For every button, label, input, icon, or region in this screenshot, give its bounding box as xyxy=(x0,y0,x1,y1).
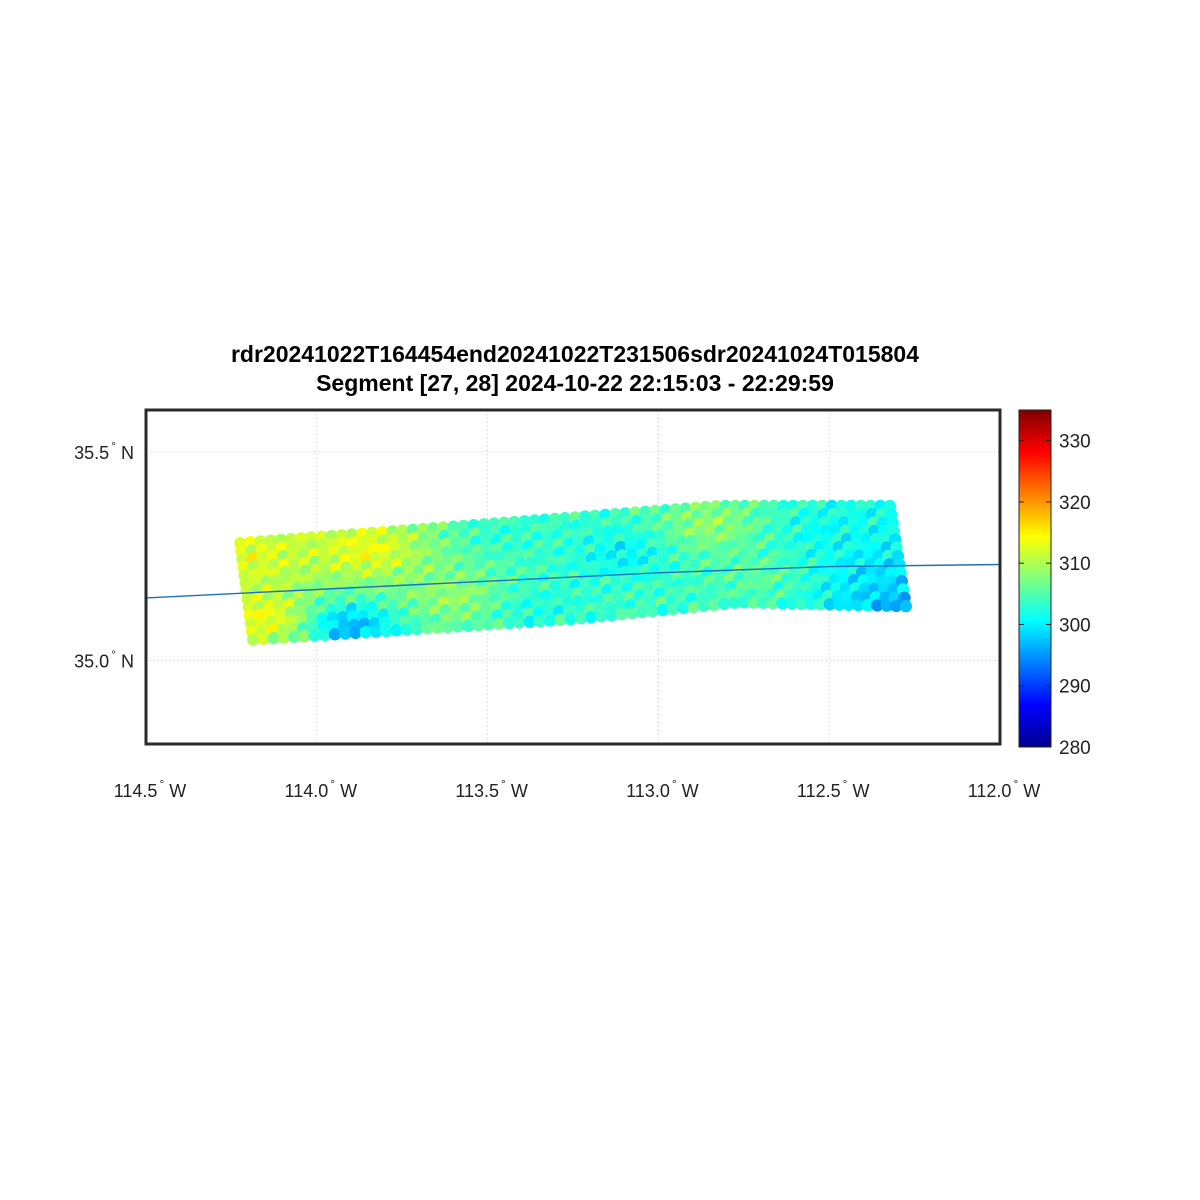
footprint-dot xyxy=(861,599,874,612)
footprint-dot xyxy=(533,614,547,628)
footprint-dot xyxy=(776,597,789,610)
footprint-dot xyxy=(795,597,808,610)
swath-footprints xyxy=(234,499,912,646)
footprint-dot xyxy=(584,611,598,624)
colorbar-tick-label: 280 xyxy=(1059,738,1091,759)
colorbar-tick-label: 320 xyxy=(1059,493,1091,514)
footprint-dot xyxy=(267,631,280,645)
footprint-dot xyxy=(766,596,779,610)
colorbar-tick-label: 300 xyxy=(1059,615,1091,636)
footprint-dot xyxy=(615,607,628,621)
colorbar-ticks: 330 320 310 300 290 280 xyxy=(1019,432,1091,759)
lon-tick-label: 114.0 ° W xyxy=(285,777,358,801)
footprint-dot xyxy=(785,597,798,610)
lat-tick-label: 35.5 ° N xyxy=(74,439,134,463)
footprint-dot xyxy=(513,616,526,629)
ground-track xyxy=(146,563,1000,599)
footprint-dot xyxy=(431,621,444,634)
footprint-dot xyxy=(308,629,321,642)
footprint-dot xyxy=(441,620,454,634)
footprint-dot xyxy=(595,610,608,623)
footprint-dot xyxy=(833,598,846,611)
footprint-dot xyxy=(814,597,827,611)
footprint-dot xyxy=(899,599,912,613)
footprint-dot xyxy=(543,614,557,627)
footprint-dot xyxy=(328,628,342,641)
footprint-dot xyxy=(842,598,855,611)
footprint-dot xyxy=(625,606,639,620)
colorbar-tick-label: 330 xyxy=(1059,432,1091,453)
footprint-dot xyxy=(554,613,567,626)
footprint-dot xyxy=(718,597,731,610)
title-line-1: rdr20241022T164454end20241022T231506sdr2… xyxy=(230,341,920,367)
lon-tick-label: 114.5 ° W xyxy=(114,777,187,801)
footprint-dot xyxy=(890,599,903,613)
footprint-dot xyxy=(492,617,506,630)
longitude-labels: 114.5 ° W 114.0 ° W 113.5 ° W 113.0 ° W 112.5 ° W… xyxy=(114,777,1041,801)
footprint-dot xyxy=(359,626,372,639)
footprint-dot xyxy=(804,597,817,611)
footprint-dot xyxy=(656,603,669,617)
colorbar-tick-label: 310 xyxy=(1059,554,1091,575)
footprint-dot xyxy=(646,604,659,618)
footprint-dot xyxy=(757,596,770,609)
footprint-dot xyxy=(880,599,893,612)
footprint-dot xyxy=(697,599,710,612)
footprint-dot xyxy=(503,616,516,630)
footprint-dot xyxy=(369,625,383,638)
map-frame xyxy=(144,408,1002,746)
latitude-labels: 35.5 ° N 35.0 ° N xyxy=(74,439,134,672)
footprint-dot xyxy=(451,620,465,633)
footprint-dot xyxy=(410,622,424,636)
lon-tick-label: 113.5 ° W xyxy=(455,777,528,801)
footprint-dot xyxy=(687,600,700,614)
footprint-dot xyxy=(462,619,475,632)
footprint-dot xyxy=(728,596,741,609)
footprint-dot xyxy=(666,602,680,616)
ground-track-line xyxy=(146,563,1000,599)
figure-title: rdr20241022T164454end20241022T231506sdr2… xyxy=(0,340,1150,398)
footprint-dot xyxy=(298,630,311,643)
footprint-dot xyxy=(277,631,290,644)
footprint-dot xyxy=(246,633,260,646)
lon-tick-label: 112.5 ° W xyxy=(797,777,870,801)
footprint-dot xyxy=(287,630,301,643)
footprint-dot xyxy=(523,615,536,628)
footprint-dot xyxy=(318,628,331,642)
footprint-dot xyxy=(564,612,577,626)
footprint-dot xyxy=(349,626,362,640)
title-line-2: Segment [27, 28] 2024-10-22 22:15:03 - 2… xyxy=(316,370,834,396)
footprint-dot xyxy=(738,596,751,609)
footprint-dot xyxy=(390,624,403,637)
lat-tick-label: 35.0 ° N xyxy=(74,648,134,672)
footprint-dot xyxy=(677,601,690,615)
footprint-dot xyxy=(339,627,352,640)
footprint-dot xyxy=(636,605,649,619)
lon-tick-label: 113.0 ° W xyxy=(626,777,699,801)
footprint-dot xyxy=(482,618,495,631)
footprint-dot xyxy=(472,618,485,632)
footprint-dot xyxy=(852,598,865,612)
footprint-dot xyxy=(871,599,884,612)
footprint-dot xyxy=(605,608,618,622)
footprint-dot xyxy=(380,624,393,638)
footprint-dot xyxy=(400,623,413,636)
footprint-dot xyxy=(421,622,434,635)
footprint-dot xyxy=(823,598,836,611)
footprint-dot xyxy=(574,612,588,625)
lon-tick-label: 112.0 ° W xyxy=(968,777,1041,801)
footprint-dot xyxy=(707,598,721,611)
footprint-dot xyxy=(747,596,760,609)
colorbar-tick-label: 290 xyxy=(1059,677,1091,698)
colorbar xyxy=(1018,409,1052,748)
footprint-dot xyxy=(257,632,270,645)
